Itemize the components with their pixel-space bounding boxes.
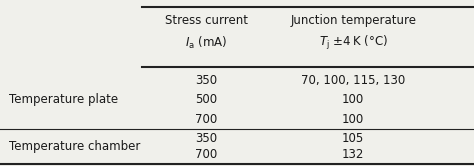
Text: Temperature chamber: Temperature chamber <box>9 140 141 153</box>
Text: 100: 100 <box>342 93 364 106</box>
Text: 100: 100 <box>342 113 364 126</box>
Text: 700: 700 <box>195 148 217 161</box>
Text: Junction temperature: Junction temperature <box>290 14 416 27</box>
Text: 350: 350 <box>195 74 217 86</box>
Text: 700: 700 <box>195 113 217 126</box>
Text: 500: 500 <box>195 93 217 106</box>
Text: $T_{\mathrm{j}}$ ±4 K (°C): $T_{\mathrm{j}}$ ±4 K (°C) <box>319 34 388 52</box>
Text: $I_{\mathrm{a}}$ (mA): $I_{\mathrm{a}}$ (mA) <box>185 35 228 51</box>
Text: Temperature plate: Temperature plate <box>9 93 119 106</box>
Text: 132: 132 <box>342 148 365 161</box>
Text: Stress current: Stress current <box>164 14 248 27</box>
Text: 70, 100, 115, 130: 70, 100, 115, 130 <box>301 74 405 86</box>
Text: 105: 105 <box>342 132 364 145</box>
Text: 350: 350 <box>195 132 217 145</box>
